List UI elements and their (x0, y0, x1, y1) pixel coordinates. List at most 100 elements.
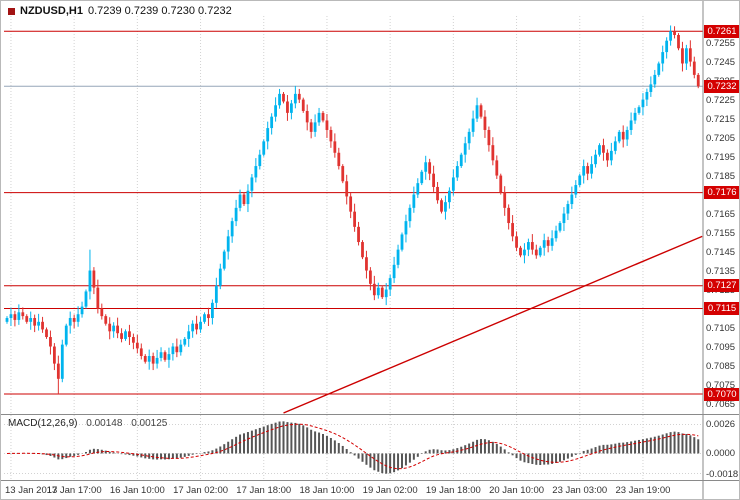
candle-body (511, 223, 514, 237)
candle-body (258, 154, 262, 167)
candle-body (554, 230, 558, 239)
candle-body (404, 221, 408, 235)
macd-main-value: 0.00148 (86, 418, 123, 429)
macd-tick-label: 0.0026 (706, 419, 736, 431)
candle-body (337, 152, 341, 167)
price-tick-label: 0.7135 (706, 265, 736, 277)
price-badge: 0.7232 (704, 79, 739, 93)
candle-body (301, 99, 305, 111)
candle-body (230, 221, 234, 237)
candle-body (25, 316, 29, 322)
candle-body (416, 183, 420, 195)
candle-body (290, 103, 293, 113)
candle-body (562, 213, 566, 224)
candle-body (199, 321, 202, 330)
candle-body (594, 154, 597, 165)
candle-body (254, 166, 258, 178)
candle-body (685, 48, 688, 64)
candle-body (582, 166, 586, 176)
candle-body (361, 242, 364, 258)
candle-body (629, 120, 633, 130)
candle-body (681, 48, 684, 64)
date-label: 23 Jan 19:00 (615, 485, 671, 496)
candles-layer (5, 25, 700, 395)
candle-body (313, 122, 317, 132)
date-label: 19 Jan 18:00 (425, 485, 481, 496)
candle-body (37, 321, 40, 326)
candle-body (637, 107, 641, 113)
candle-body (495, 160, 499, 176)
candle-body (211, 302, 214, 319)
candle-body (546, 240, 550, 246)
candle-body (613, 141, 617, 151)
candle-body (167, 354, 171, 360)
price-badge: 0.7261 (704, 24, 739, 38)
candle-body (297, 93, 301, 100)
candle-body (282, 93, 285, 102)
candle-body (420, 171, 424, 184)
candle-body (195, 323, 198, 330)
candle-body (112, 325, 116, 332)
candle-body (499, 175, 503, 193)
date-label: 13 Jan 17:00 (46, 485, 102, 496)
candle-body (369, 270, 372, 284)
candle-body (274, 105, 277, 117)
candle-body (45, 329, 48, 338)
candle-body (380, 287, 384, 298)
candle-body (692, 61, 696, 75)
candle-body (159, 352, 163, 358)
macd-signal-value: 0.00125 (131, 418, 168, 429)
candle-body (139, 348, 143, 357)
candle-body (578, 175, 582, 186)
candle-body (163, 352, 167, 360)
candle-body (645, 91, 649, 100)
candle-body (104, 316, 108, 324)
candle-body (392, 264, 396, 279)
candle-body (412, 194, 416, 208)
candle-body (179, 344, 183, 353)
candle-body (448, 190, 451, 203)
candle-body (341, 166, 345, 182)
candle-body (432, 173, 435, 187)
date-label: 17 Jan 02:00 (173, 485, 229, 496)
price-tick-label: 0.7195 (706, 151, 736, 163)
date-label: 17 Jan 18:00 (236, 485, 292, 496)
candle-body (218, 268, 222, 286)
candle-body (116, 325, 119, 334)
candle-body (696, 74, 700, 87)
candle-body (444, 202, 447, 212)
candle-body (357, 226, 360, 243)
candle-body (534, 249, 538, 256)
candle-body (262, 141, 266, 155)
candle-body (345, 181, 349, 197)
candle-body (293, 93, 297, 104)
candle-body (33, 318, 37, 326)
candle-body (530, 242, 534, 250)
candle-body (428, 162, 432, 174)
candle-body (657, 63, 661, 75)
candle-body (203, 314, 206, 322)
candle-body (49, 337, 52, 347)
ohlc-values: 0.7239 0.7239 0.7230 0.7232 (87, 5, 232, 17)
candle-body (147, 356, 151, 362)
candle-body (333, 141, 337, 153)
price-tick-label: 0.7075 (706, 379, 736, 391)
candle-body (325, 120, 329, 130)
candle-body (463, 143, 467, 155)
candle-body (487, 129, 491, 146)
candle-body (558, 223, 562, 231)
candle-body (661, 52, 665, 64)
candle-body (625, 129, 629, 140)
candle-body (317, 112, 321, 123)
candle-body (475, 105, 479, 119)
candle-body (270, 116, 274, 129)
price-badge: 0.7070 (704, 387, 739, 401)
date-label: 23 Jan 03:00 (552, 485, 608, 496)
candle-body (677, 34, 680, 49)
candle-body (570, 194, 574, 205)
price-tick-label: 0.7215 (706, 113, 736, 125)
macd-indicator-label: MACD(12,26,9) (8, 418, 78, 429)
symbol-timeframe-label: NZDUSD,H1 (20, 5, 83, 17)
chart-legend: NZDUSD,H1 0.7239 0.7239 0.7230 0.7232 (8, 5, 232, 17)
